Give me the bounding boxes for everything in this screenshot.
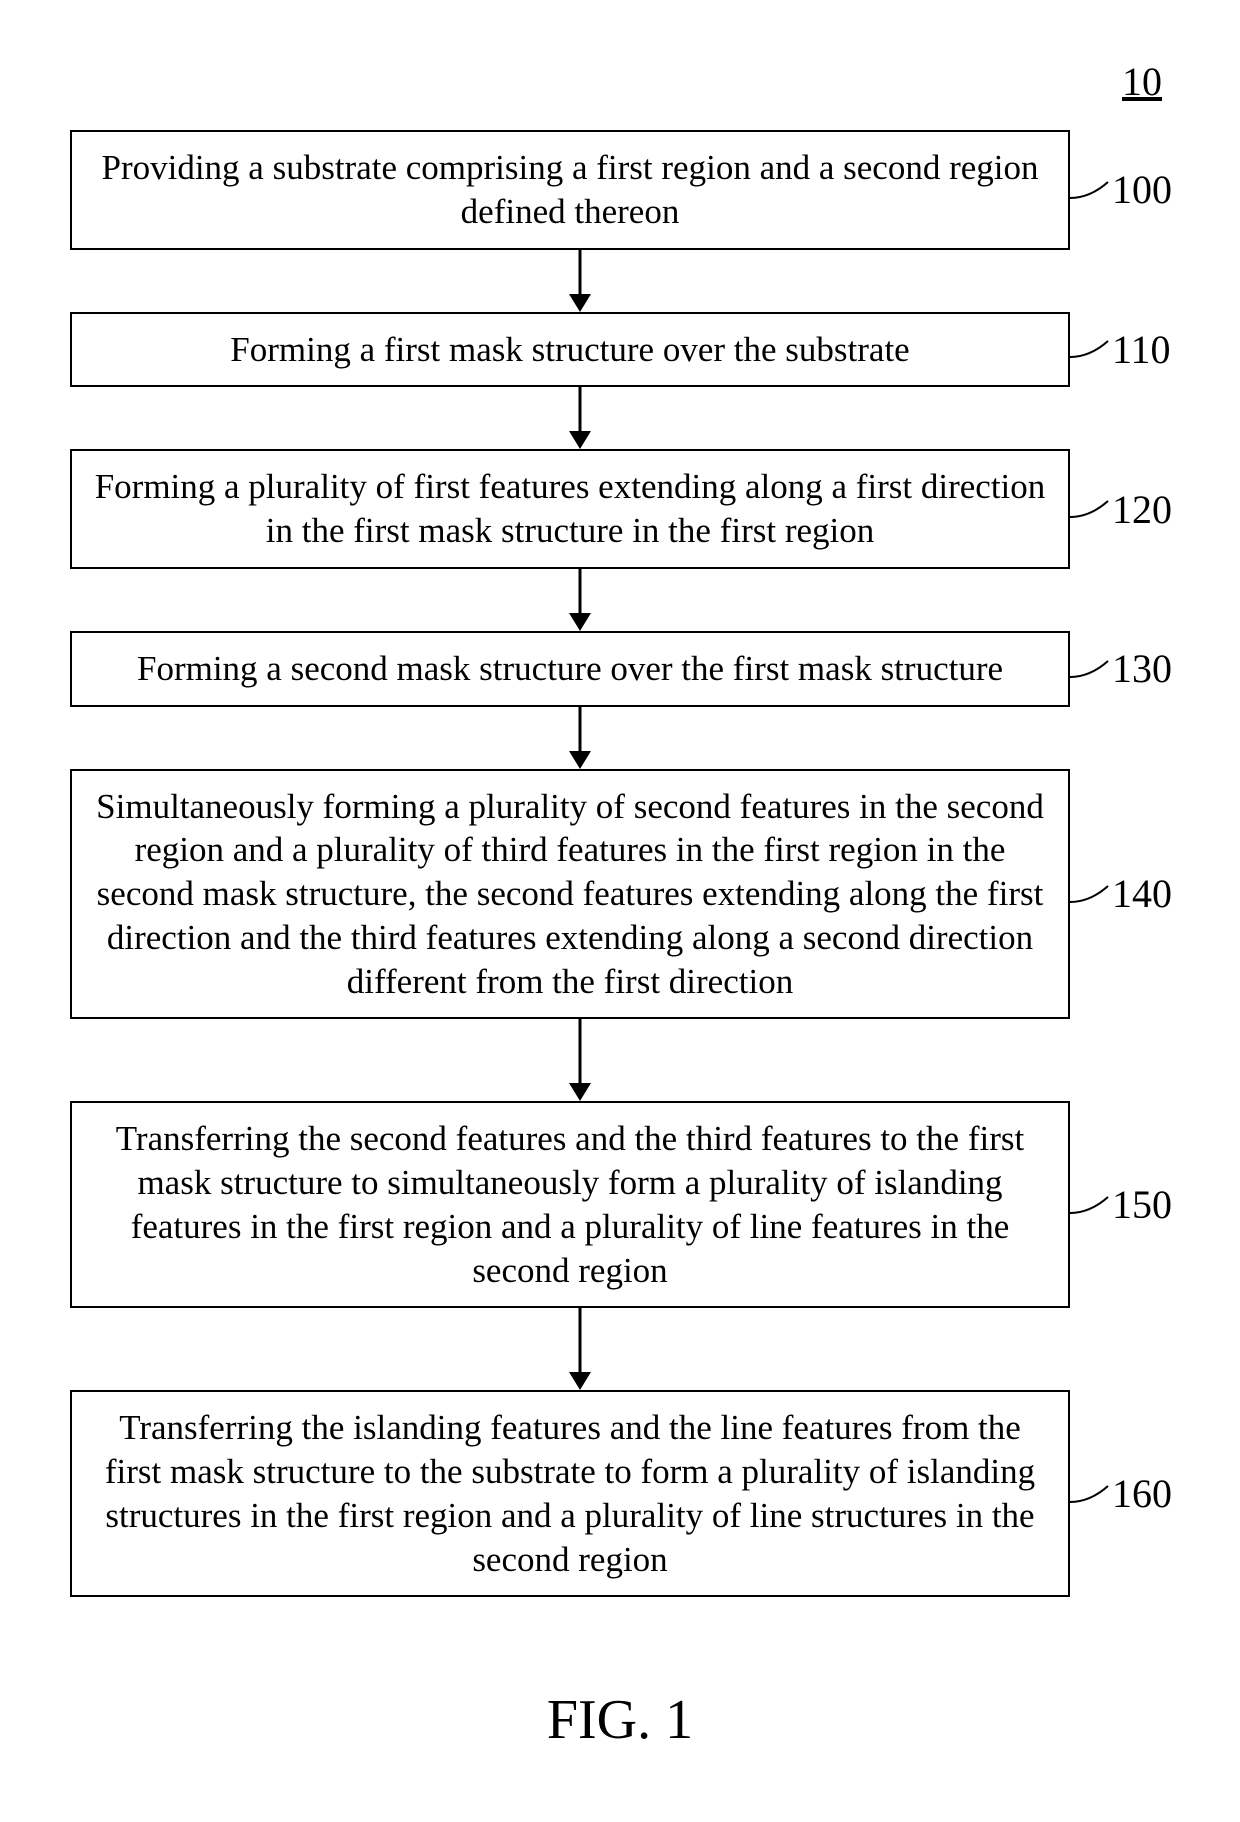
step-box-140: Simultaneously forming a plurality of se… xyxy=(70,769,1070,1020)
label-connector: 100 xyxy=(1070,166,1172,213)
step-row: Providing a substrate comprising a first… xyxy=(0,130,1240,250)
figure-number: 10 xyxy=(1122,58,1162,105)
arrow-down-icon xyxy=(560,1308,600,1390)
flowchart: Providing a substrate comprising a first… xyxy=(0,130,1240,1597)
step-label: 100 xyxy=(1112,166,1172,213)
step-row: Forming a second mask structure over the… xyxy=(0,631,1240,707)
step-row: Forming a plurality of first features ex… xyxy=(0,449,1240,569)
leader-line-icon xyxy=(1070,1191,1110,1219)
leader-line-icon xyxy=(1070,335,1110,363)
step-label: 140 xyxy=(1112,870,1172,917)
label-connector: 120 xyxy=(1070,486,1172,533)
step-label: 110 xyxy=(1112,326,1171,373)
step-box-130: Forming a second mask structure over the… xyxy=(70,631,1070,707)
leader-line-icon xyxy=(1070,495,1110,523)
step-box-160: Transferring the islanding features and … xyxy=(70,1390,1070,1597)
leader-line-icon xyxy=(1070,655,1110,683)
leader-line-icon xyxy=(1070,176,1110,204)
step-box-120: Forming a plurality of first features ex… xyxy=(70,449,1070,569)
label-connector: 140 xyxy=(1070,870,1172,917)
step-row: Simultaneously forming a plurality of se… xyxy=(0,769,1240,1020)
step-label: 160 xyxy=(1112,1470,1172,1517)
label-connector: 130 xyxy=(1070,645,1172,692)
arrow-down-icon xyxy=(560,1019,600,1101)
step-label: 120 xyxy=(1112,486,1172,533)
arrow-down-icon xyxy=(560,707,600,769)
arrow-down-icon xyxy=(560,250,600,312)
leader-line-icon xyxy=(1070,1480,1110,1508)
label-connector: 110 xyxy=(1070,326,1171,373)
step-row: Forming a first mask structure over the … xyxy=(0,312,1240,388)
label-connector: 160 xyxy=(1070,1470,1172,1517)
step-row: Transferring the islanding features and … xyxy=(0,1390,1240,1597)
step-label: 150 xyxy=(1112,1181,1172,1228)
step-box-110: Forming a first mask structure over the … xyxy=(70,312,1070,388)
step-box-100: Providing a substrate comprising a first… xyxy=(70,130,1070,250)
arrow-down-icon xyxy=(560,569,600,631)
label-connector: 150 xyxy=(1070,1181,1172,1228)
arrow-down-icon xyxy=(560,387,600,449)
figure-caption: FIG. 1 xyxy=(0,1688,1240,1752)
step-label: 130 xyxy=(1112,645,1172,692)
leader-line-icon xyxy=(1070,880,1110,908)
step-row: Transferring the second features and the… xyxy=(0,1101,1240,1308)
step-box-150: Transferring the second features and the… xyxy=(70,1101,1070,1308)
